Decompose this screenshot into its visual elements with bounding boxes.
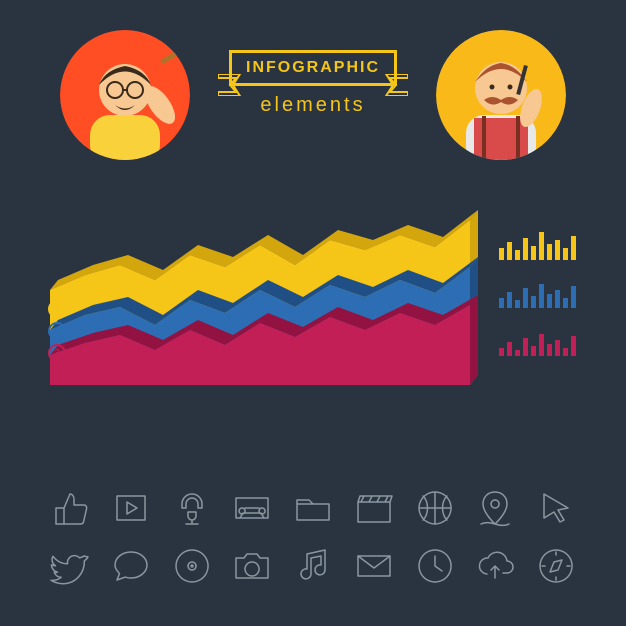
mini-bar-row (499, 230, 576, 260)
mini-bar (555, 290, 560, 308)
mini-bar (563, 248, 568, 260)
mini-bar (571, 286, 576, 308)
mini-bar (515, 300, 520, 308)
mini-bar-row (499, 326, 576, 356)
mini-bar (531, 346, 536, 356)
camera-icon (232, 546, 272, 586)
avatar-left (60, 30, 190, 160)
mini-bar (515, 250, 520, 260)
legend-number: 1 (48, 300, 66, 318)
icon-row (50, 546, 576, 586)
icon-grid (50, 488, 576, 586)
mini-bar (539, 232, 544, 260)
mini-bar-row (499, 278, 576, 308)
mini-bar (499, 348, 504, 356)
mini-bar (507, 242, 512, 260)
mini-bar (507, 342, 512, 356)
legend-number: 3 (48, 344, 66, 362)
mini-bar-charts (499, 230, 576, 356)
thumbs-up-icon (50, 488, 90, 528)
chart-legend: 1 2 3 (48, 300, 66, 362)
mini-bar (499, 248, 504, 260)
header: INFOGRAPHIC elements (0, 0, 626, 180)
mini-bar (523, 338, 528, 356)
mini-bar (547, 344, 552, 356)
mini-bar (539, 284, 544, 308)
speech-bubble-icon (111, 546, 151, 586)
legend-number: 2 (48, 322, 66, 340)
mini-bar (531, 246, 536, 260)
podcast-icon (172, 488, 212, 528)
area-chart (40, 200, 500, 400)
compass-icon (536, 546, 576, 586)
folder-icon (293, 488, 333, 528)
mini-bar (555, 340, 560, 356)
twitter-bird-icon (50, 546, 90, 586)
mini-bar (499, 298, 504, 308)
mini-bar (563, 298, 568, 308)
cloud-upload-icon (475, 546, 515, 586)
avatar-right (436, 30, 566, 160)
mini-bar (523, 238, 528, 260)
envelope-icon (354, 546, 394, 586)
basketball-icon (415, 488, 455, 528)
mini-bar (515, 350, 520, 356)
clapperboard-icon (354, 488, 394, 528)
video-play-icon (111, 488, 151, 528)
mini-bar (555, 240, 560, 260)
music-note-icon (293, 546, 333, 586)
mini-bar (547, 294, 552, 308)
mini-bar (571, 236, 576, 260)
mini-bar (547, 244, 552, 260)
mini-bar (523, 288, 528, 308)
map-pin-icon (475, 488, 515, 528)
title-box: INFOGRAPHIC (229, 50, 397, 86)
disc-icon (172, 546, 212, 586)
icon-row (50, 488, 576, 528)
cassette-icon (232, 488, 272, 528)
mini-bar (531, 296, 536, 308)
mini-bar (571, 336, 576, 356)
cursor-icon (536, 488, 576, 528)
mini-bar (539, 334, 544, 356)
mini-bar (563, 348, 568, 356)
title-block: INFOGRAPHIC elements (229, 50, 397, 117)
subtitle: elements (229, 94, 397, 117)
clock-icon (415, 546, 455, 586)
mini-bar (507, 292, 512, 308)
